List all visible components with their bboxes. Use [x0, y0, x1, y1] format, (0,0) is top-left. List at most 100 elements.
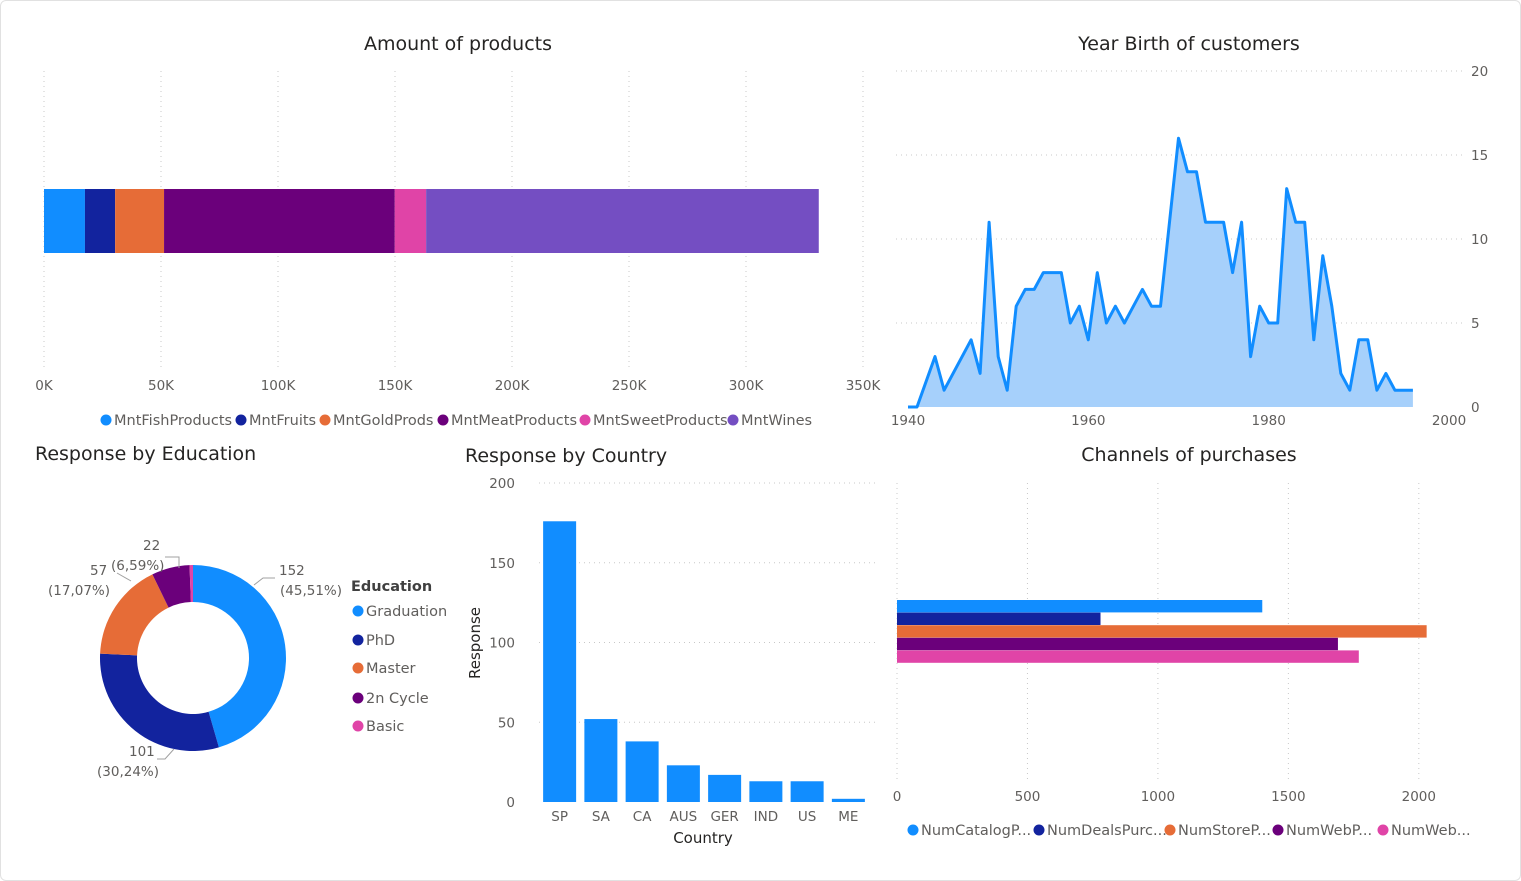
- legend-marker-phd: [352, 634, 364, 646]
- x-tick-label: 0: [893, 789, 902, 805]
- x-tick-label: IND: [754, 809, 778, 825]
- legend[interactable]: NumCatalogP... NumDealsPurc... NumStoreP…: [907, 823, 1471, 839]
- x-tick-label: 200K: [495, 378, 531, 394]
- legend-label[interactable]: 2n Cycle: [366, 691, 429, 707]
- legend-label[interactable]: PhD: [366, 633, 395, 649]
- legend-label[interactable]: NumWebP...: [1286, 823, 1372, 839]
- legend-title: Education: [351, 579, 432, 595]
- bar-ger[interactable]: [708, 774, 742, 802]
- year-birth-chart[interactable]: Year Birth of customers 0 5 10 15 20 1940 1960…: [891, 33, 1488, 429]
- y-tick-label: 50: [498, 715, 515, 731]
- legend-label[interactable]: NumDealsPurc...: [1047, 823, 1167, 839]
- legend-label[interactable]: MntFishProducts: [114, 413, 232, 429]
- bar-ind[interactable]: [749, 781, 783, 802]
- legend-label[interactable]: NumCatalogP...: [921, 823, 1031, 839]
- data-label-2n-cycle-value: 22: [143, 538, 160, 554]
- legend-label[interactable]: MntMeatProducts: [451, 413, 577, 429]
- bar-mntwines[interactable]: [426, 189, 819, 253]
- bar-sp[interactable]: [543, 521, 577, 802]
- x-tick-label: 2000: [1402, 789, 1436, 805]
- y-tick-label: 100: [489, 636, 515, 652]
- x-tick-label: 500: [1015, 789, 1041, 805]
- response-by-education-chart[interactable]: Response by Education 152 (45,51%) 101 (…: [35, 443, 447, 780]
- bar-mntsweetproducts[interactable]: [394, 189, 427, 253]
- leader-line: [165, 556, 180, 568]
- legend-marker-fruits: [235, 414, 247, 426]
- series-line[interactable]: [908, 136, 1413, 409]
- amount-of-products-chart[interactable]: Amount of products 0K 50K 100K 150K 200K 250K…: [35, 33, 881, 429]
- chart-title: Channels of purchases: [1081, 444, 1296, 466]
- leader-line: [253, 577, 275, 586]
- slice-master[interactable]: [100, 574, 169, 656]
- legend-label[interactable]: NumStoreP...: [1178, 823, 1271, 839]
- legend-label[interactable]: Basic: [366, 719, 404, 735]
- slice-phd[interactable]: [99, 653, 219, 752]
- x-axis-title: Country: [673, 829, 733, 847]
- slice-graduation[interactable]: [193, 565, 286, 748]
- leader-line: [116, 572, 132, 582]
- bar-numcatalogp[interactable]: [897, 600, 1263, 613]
- legend-label[interactable]: Graduation: [366, 604, 447, 620]
- bar-ca[interactable]: [625, 741, 659, 802]
- slice-2n-cycle[interactable]: [152, 565, 191, 608]
- chart-title: Response by Education: [35, 443, 256, 465]
- y-tick-label: 15: [1471, 148, 1488, 164]
- legend-label[interactable]: MntWines: [741, 413, 812, 429]
- legend-marker-2n-cycle: [352, 692, 364, 704]
- x-tick-label: 2000: [1432, 413, 1466, 429]
- legend[interactable]: MntFishProducts MntFruits MntGoldProds M…: [100, 413, 813, 429]
- bar-numwebp[interactable]: [897, 637, 1338, 651]
- legend-marker-web-purchases: [1272, 824, 1284, 836]
- bar-numdealspurc[interactable]: [897, 612, 1101, 625]
- x-tick-label: 100K: [261, 378, 297, 394]
- x-tick-label: CA: [633, 809, 652, 825]
- bar-sa[interactable]: [584, 719, 618, 802]
- legend[interactable]: Education Graduation PhD Master 2n Cycle…: [351, 579, 447, 735]
- y-tick-label: 0: [1471, 400, 1480, 416]
- x-tick-label: 0K: [35, 378, 54, 394]
- bar-mntmeatproducts[interactable]: [164, 189, 395, 253]
- legend-label[interactable]: MntFruits: [249, 413, 316, 429]
- x-tick-label: 350K: [846, 378, 882, 394]
- y-axis-title: Response: [466, 607, 484, 679]
- legend-marker-wines: [727, 414, 739, 426]
- leader-line: [157, 748, 175, 760]
- x-tick-label: 1960: [1071, 413, 1105, 429]
- legend-marker-gold: [319, 414, 331, 426]
- x-tick-label: US: [798, 809, 816, 825]
- y-tick-label: 200: [489, 476, 515, 492]
- slice-basic[interactable]: [189, 565, 194, 603]
- legend-marker-deals: [1033, 824, 1045, 836]
- legend-label[interactable]: MntGoldProds: [333, 413, 434, 429]
- bar-mntfruits[interactable]: [84, 189, 116, 253]
- y-tick-label: 150: [489, 556, 515, 572]
- x-tick-label: 150K: [378, 378, 414, 394]
- legend-label[interactable]: Master: [366, 661, 416, 677]
- y-tick-label: 5: [1471, 316, 1480, 332]
- legend-marker-store: [1164, 824, 1176, 836]
- legend-label[interactable]: MntSweetProducts: [593, 413, 728, 429]
- legend-marker-meat: [437, 414, 449, 426]
- bar-numstorep[interactable]: [897, 625, 1427, 638]
- x-tick-label: 1980: [1251, 413, 1285, 429]
- data-label-graduation-percent: (45,51%): [280, 583, 342, 599]
- legend-marker-fish: [100, 414, 112, 426]
- legend-marker-master: [352, 662, 364, 674]
- area-fill: [908, 138, 1413, 407]
- bar-mntfishproducts[interactable]: [44, 189, 85, 253]
- response-by-country-chart[interactable]: Response by Country 0 50 100 150 200 SP SA CA AU…: [465, 445, 879, 847]
- bar-us[interactable]: [790, 781, 824, 802]
- y-tick-label: 0: [506, 795, 515, 811]
- x-tick-label: 250K: [612, 378, 648, 394]
- bar-aus[interactable]: [666, 765, 700, 802]
- channels-of-purchases-chart[interactable]: Channels of purchases 0 500 1000 1500 2000 N…: [893, 444, 1471, 839]
- bar-numweb[interactable]: [897, 650, 1359, 663]
- x-tick-label: SP: [551, 809, 568, 825]
- legend-marker-catalog: [907, 824, 919, 836]
- legend-label[interactable]: NumWeb...: [1391, 823, 1471, 839]
- bar-me[interactable]: [831, 798, 865, 802]
- chart-title: Response by Country: [465, 445, 667, 467]
- bar-mntgoldprods[interactable]: [115, 189, 165, 253]
- x-tick-label: 50K: [148, 378, 175, 394]
